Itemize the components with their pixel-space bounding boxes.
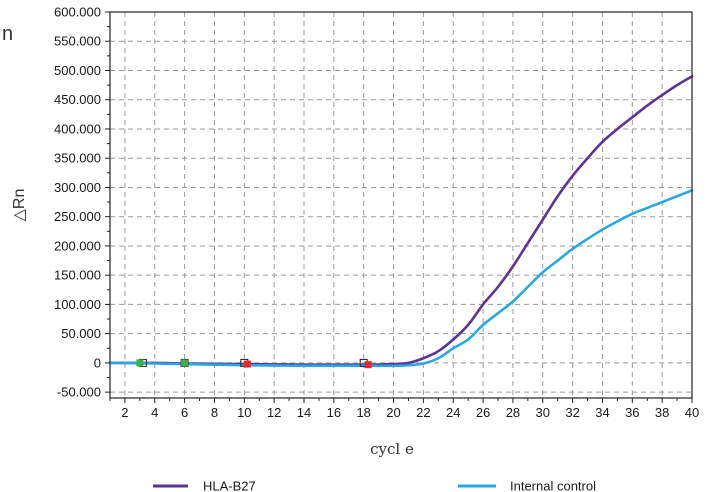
x-tick-label: 12 [267, 405, 281, 420]
x-tick-label: 34 [595, 405, 609, 420]
x-tick-label: 28 [506, 405, 520, 420]
grid-layer [110, 11, 692, 398]
y-tick-label: 150.000 [54, 268, 101, 283]
y-tick-label: 550.000 [54, 34, 101, 49]
baseline-marker [136, 359, 144, 367]
y-tick-label: 450.000 [54, 92, 101, 107]
x-tick-label: 16 [327, 405, 341, 420]
x-tick-label: 40 [685, 405, 699, 420]
x-tick-label: 10 [237, 405, 251, 420]
marker-layer [136, 358, 372, 369]
x-tick-label: 8 [211, 405, 218, 420]
x-tick-label: 20 [386, 405, 400, 420]
plot-frame [109, 11, 693, 399]
x-axis-title: cycl e [370, 440, 414, 458]
y-tick-label: 600.000 [54, 5, 101, 20]
y-tick-label: -50.000 [57, 385, 101, 400]
y-tick-label: 350.000 [54, 151, 101, 166]
x-tick-label: 26 [476, 405, 490, 420]
x-tick-label: 14 [297, 405, 311, 420]
y-tick-label: 50.000 [61, 326, 101, 341]
x-tick-label: 30 [536, 405, 550, 420]
x-tick-label: 2 [121, 405, 128, 420]
y-tick-label: 0 [94, 355, 101, 370]
y-tick-label: 200.000 [54, 238, 101, 253]
corner-fragment-text: n [2, 23, 13, 45]
legend-label-internal-control: Internal control [510, 479, 596, 492]
baseline-marker [243, 360, 251, 368]
y-tick-label: 400.000 [54, 121, 101, 136]
y-tick-label: 500.000 [54, 63, 101, 78]
x-tick-label: 32 [565, 405, 579, 420]
y-tick-label: 100.000 [54, 297, 101, 312]
x-tick-label: 38 [655, 405, 669, 420]
baseline-marker [364, 361, 372, 369]
y-tick-label: 250.000 [54, 209, 101, 224]
x-tick-label: 36 [625, 405, 639, 420]
x-tick-label: 22 [416, 405, 430, 420]
x-tick-label: 6 [181, 405, 188, 420]
legend: HLA-B27 Internal control [153, 479, 596, 492]
y-axis-title: △Rn [11, 189, 28, 222]
x-tick-label: 18 [356, 405, 370, 420]
y-tick-label: 300.000 [54, 180, 101, 195]
series-layer [108, 75, 694, 368]
x-tick-label: 24 [446, 405, 460, 420]
series-line-hla-b27 [108, 75, 694, 367]
x-tick-label: 4 [151, 405, 158, 420]
baseline-marker [181, 359, 189, 367]
tick-layer: 2 4 6 8 10 12 14 16 18 20 22 24 26 28 30 32 34 36 38 40-50.… [54, 5, 699, 421]
legend-label-hla-b27: HLA-B27 [203, 479, 256, 492]
